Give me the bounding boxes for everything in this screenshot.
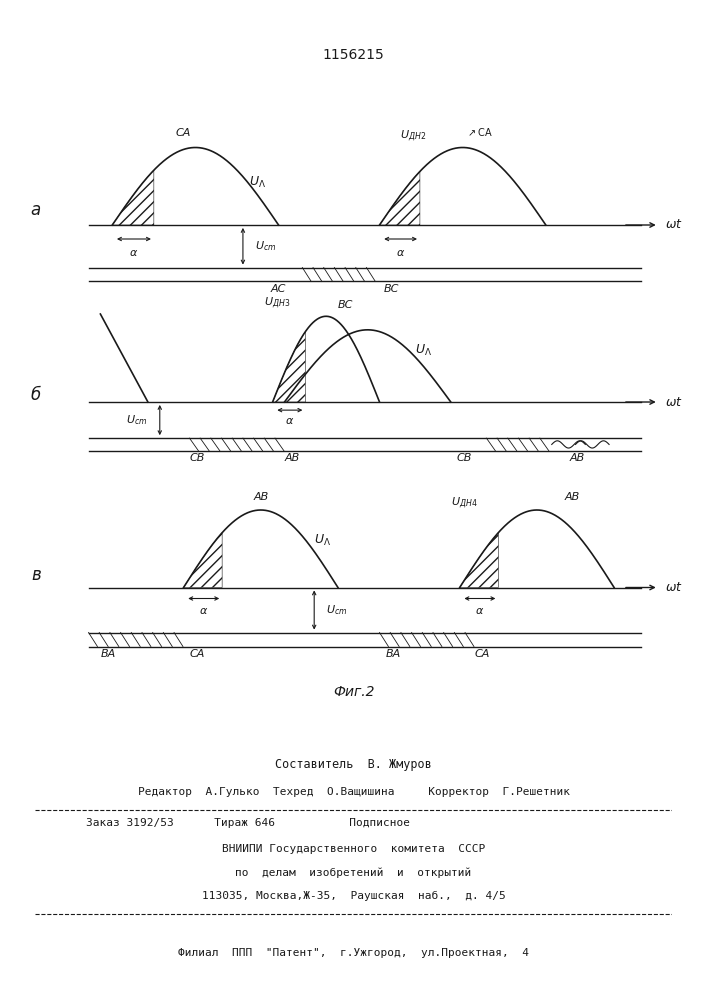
Text: Заказ 3192/53      Тираж 646           Подписное: Заказ 3192/53 Тираж 646 Подписное (86, 818, 410, 828)
Text: Фиг.2: Фиг.2 (333, 686, 374, 700)
Text: СА: СА (474, 649, 490, 659)
Text: Составитель  В. Жмуров: Составитель В. Жмуров (275, 758, 432, 771)
Text: BC: BC (338, 300, 354, 310)
Text: а: а (31, 201, 41, 219)
Text: BC: BC (384, 284, 399, 294)
Text: $\alpha$: $\alpha$ (285, 416, 294, 426)
Text: $\alpha$: $\alpha$ (129, 247, 139, 257)
Text: CA: CA (176, 127, 191, 137)
Text: AC: AC (271, 284, 286, 294)
Text: $\nearrow$CA: $\nearrow$CA (466, 125, 493, 137)
Text: $U_{cm}$: $U_{cm}$ (127, 413, 148, 427)
Text: в: в (31, 566, 41, 584)
Text: по  делам  изобретений  и  открытий: по делам изобретений и открытий (235, 867, 472, 878)
Text: $U_{ДН3}$: $U_{ДН3}$ (264, 295, 291, 310)
Text: $\omega t$: $\omega t$ (665, 219, 682, 232)
Text: $\omega t$: $\omega t$ (665, 581, 682, 594)
Text: $U_{\Lambda}$: $U_{\Lambda}$ (249, 175, 266, 190)
Text: $U_{cm}$: $U_{cm}$ (326, 603, 348, 617)
Text: ВА: ВА (385, 649, 401, 659)
Text: $\alpha$: $\alpha$ (396, 247, 405, 257)
Text: АВ: АВ (253, 492, 269, 502)
Text: ВА: ВА (100, 649, 116, 659)
Text: СВ: СВ (189, 453, 205, 463)
Text: АВ: АВ (565, 492, 580, 502)
Text: $U_{\Lambda}$: $U_{\Lambda}$ (415, 343, 432, 358)
Text: 113035, Москва,Ж-35,  Раушская  наб.,  д. 4/5: 113035, Москва,Ж-35, Раушская наб., д. 4… (201, 891, 506, 901)
Text: СА: СА (189, 649, 205, 659)
Text: $U_{ДН2}$: $U_{ДН2}$ (400, 128, 426, 142)
Text: Филиал  ППП  "Патент",  г.Ужгород,  ул.Проектная,  4: Филиал ППП "Патент", г.Ужгород, ул.Проек… (178, 948, 529, 958)
Text: АВ: АВ (284, 453, 300, 463)
Text: $U_{\Lambda}$: $U_{\Lambda}$ (314, 532, 332, 548)
Text: $U_{ДН4}$: $U_{ДН4}$ (451, 496, 477, 510)
Text: б: б (31, 386, 41, 404)
Text: $U_{cm}$: $U_{cm}$ (255, 239, 276, 253)
Text: Редактор  А.Гулько  Техред  О.Ващишина     Корректор  Г.Решетник: Редактор А.Гулько Техред О.Ващишина Корр… (137, 787, 570, 797)
Text: $\omega t$: $\omega t$ (665, 396, 682, 409)
Text: $\alpha$: $\alpha$ (199, 606, 209, 616)
Text: ВНИИПИ Государственного  комитета  СССР: ВНИИПИ Государственного комитета СССР (222, 844, 485, 854)
Text: АВ: АВ (570, 453, 585, 463)
Text: 1156215: 1156215 (322, 48, 385, 62)
Text: $\alpha$: $\alpha$ (475, 606, 484, 616)
Text: СВ: СВ (457, 453, 472, 463)
